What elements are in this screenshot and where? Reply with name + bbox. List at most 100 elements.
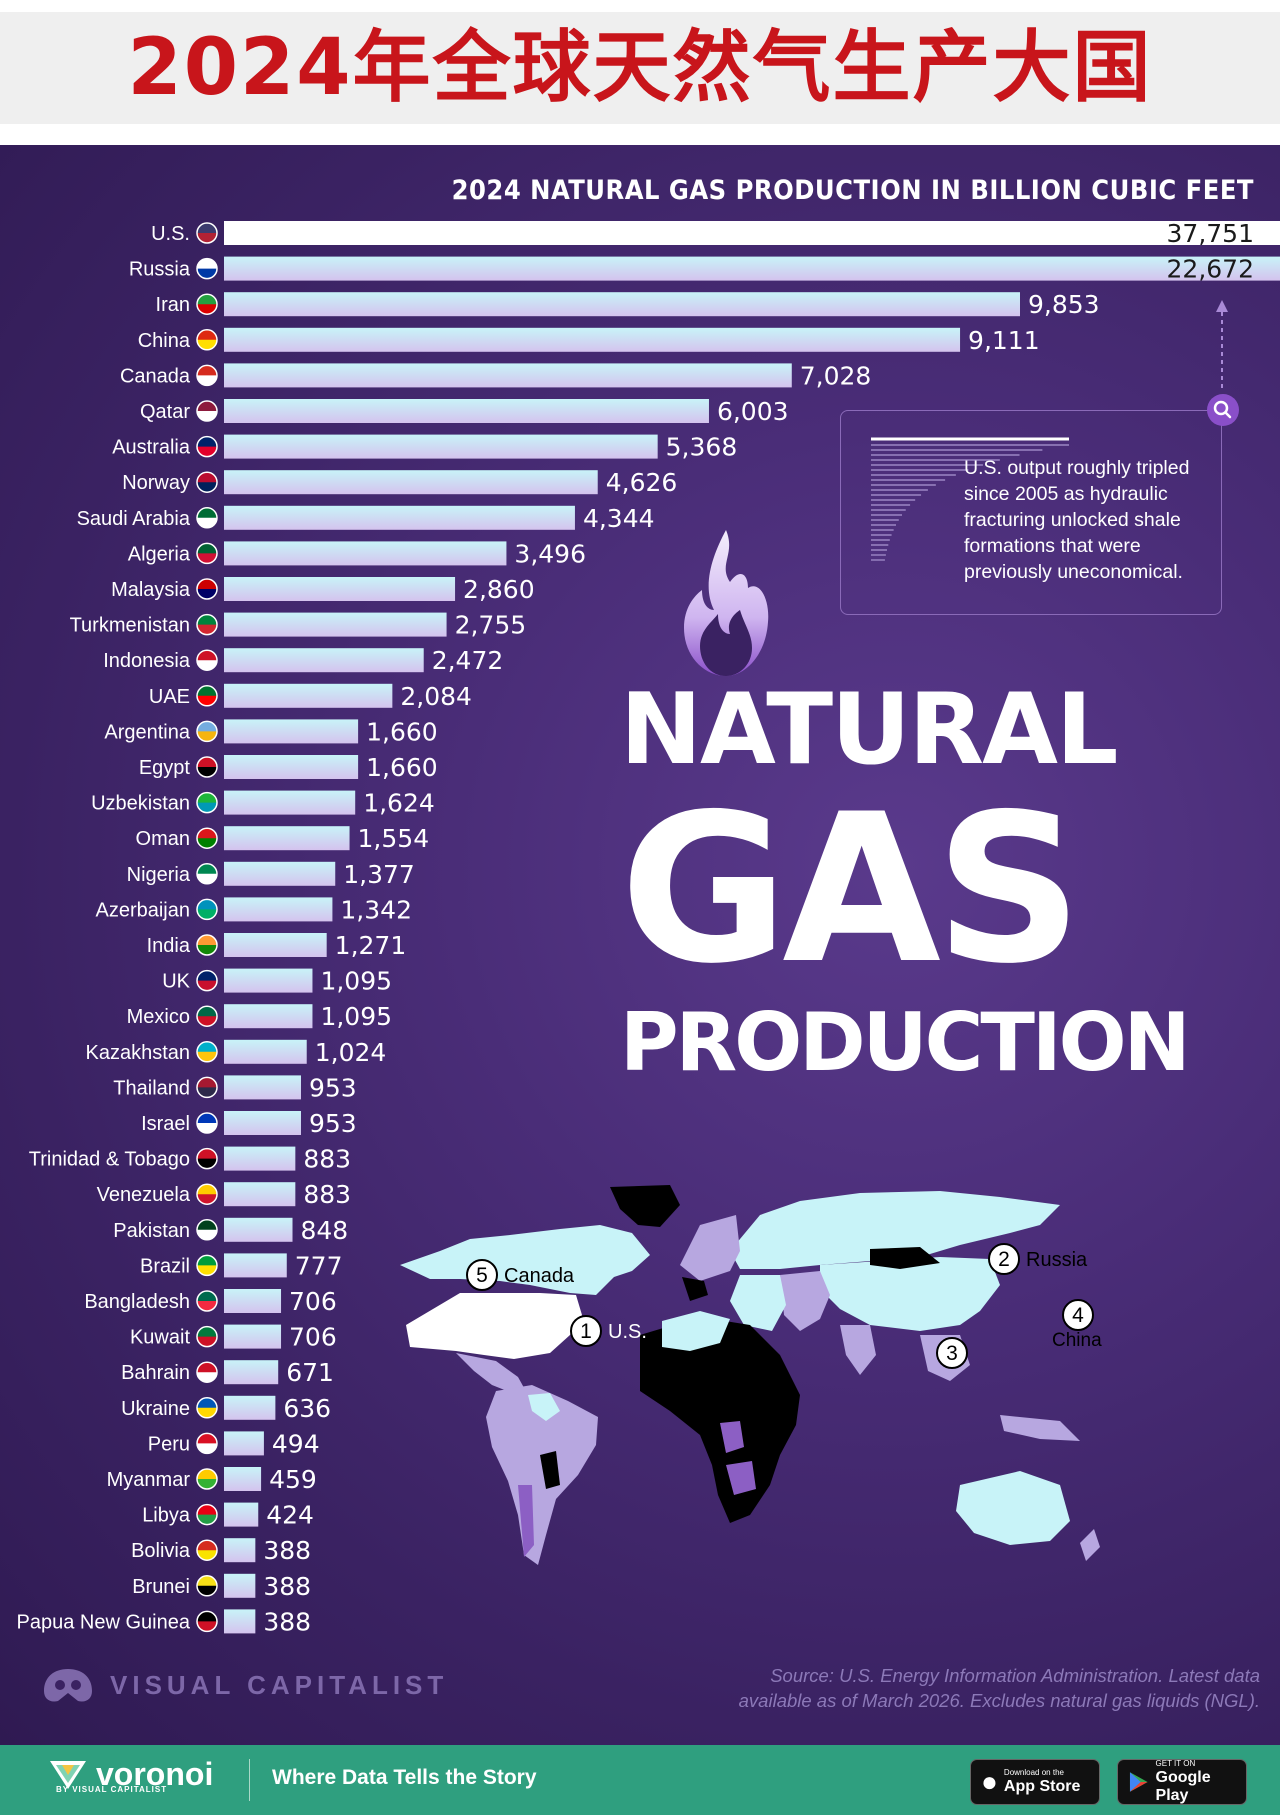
category-label: Peru: [148, 1433, 190, 1455]
voronoi-icon: [50, 1761, 86, 1789]
magnifier-icon[interactable]: [1203, 390, 1243, 430]
annotation-arrow: [1216, 300, 1228, 390]
visual-capitalist-logo[interactable]: VISUAL CAPITALIST: [40, 1665, 448, 1705]
category-label: Brazil: [140, 1255, 190, 1277]
value-label: 22,672: [1167, 255, 1254, 284]
poster-title: NATURAL GAS PRODUCTION: [620, 675, 1191, 1091]
map-rank-labels: 5 Canada 1 U.S. 2 Russia 3 4 China: [466, 1243, 1102, 1369]
flag-icon-algeria: [196, 542, 218, 565]
flag-icon-kazakhstan: [196, 1041, 218, 1063]
bar-turkmenistan: [224, 612, 447, 637]
category-label: China: [138, 330, 191, 352]
flag-icon-qatar: [196, 400, 218, 422]
bar-myanmar: [224, 1467, 262, 1491]
category-label: Iran: [156, 294, 190, 316]
category-label: UK: [162, 971, 190, 993]
bar-bahrain: [224, 1360, 279, 1385]
flag-icon-india: [196, 934, 218, 956]
category-label: Ukraine: [121, 1398, 190, 1420]
bar-azerbaijan: [224, 897, 333, 922]
flag-icon-bolivia: [196, 1539, 218, 1561]
flag-icon-turkmenistan: [196, 613, 218, 636]
flag-icon-brazil: [196, 1254, 218, 1277]
value-label: 953: [309, 1109, 357, 1138]
category-label: Myanmar: [107, 1469, 191, 1491]
value-label: 459: [269, 1465, 317, 1494]
value-label: 1,624: [363, 789, 435, 818]
flag-icon-papua-new-guinea: [196, 1610, 218, 1633]
app-store-small-label: Download on the: [1003, 1768, 1064, 1777]
app-store-button[interactable]: ● Download on the App Store: [970, 1759, 1100, 1805]
value-label: 1,024: [315, 1038, 387, 1067]
value-label: 37,751: [1167, 219, 1254, 248]
category-label: Bolivia: [131, 1540, 191, 1562]
google-play-icon: [1129, 1772, 1148, 1792]
category-label: Kuwait: [130, 1327, 190, 1349]
category-label: Turkmenistan: [70, 615, 190, 637]
visual-capitalist-icon: [44, 1669, 92, 1702]
category-label: Australia: [112, 437, 191, 459]
flag-icon-uae: [196, 685, 218, 707]
value-label: 388: [263, 1607, 311, 1636]
flag-icon-uzbekistan: [196, 791, 218, 814]
category-label: Libya: [142, 1505, 191, 1527]
category-label: UAE: [149, 686, 190, 708]
flag-icon-brunei: [196, 1575, 218, 1597]
flag-icon-peru: [196, 1432, 218, 1455]
category-label: Nigeria: [127, 864, 191, 886]
value-label: 2,472: [432, 646, 504, 675]
bar-kazakhstan: [224, 1039, 307, 1064]
world-map: 5 Canada 1 U.S. 2 Russia 3 4 China: [400, 1185, 1102, 1565]
bar-russia: [224, 256, 1280, 281]
category-label: Norway: [122, 472, 190, 494]
bar-libya: [224, 1502, 259, 1527]
visual-capitalist-wordmark: VISUAL CAPITALIST: [110, 1669, 449, 1700]
value-label: 706: [289, 1323, 337, 1352]
footer-bar: voronoi BY VISUAL CAPITALIST Where Data …: [0, 1745, 1280, 1815]
bar-mexico: [224, 1004, 313, 1029]
value-label: 671: [286, 1358, 334, 1387]
value-label: 1,095: [320, 967, 392, 996]
category-label: U.S.: [151, 223, 190, 245]
category-label: Egypt: [139, 757, 191, 779]
poster-title-line2: GAS: [620, 771, 1083, 1009]
bar-egypt: [224, 755, 359, 779]
category-label: Qatar: [140, 401, 190, 423]
bar-china: [224, 327, 961, 352]
value-label: 1,377: [343, 860, 415, 889]
value-label: 3,496: [514, 539, 586, 568]
bar-venezuela: [224, 1182, 296, 1207]
flag-icon-libya: [196, 1503, 218, 1526]
app-store-label: App Store: [1003, 1778, 1081, 1795]
category-label: India: [147, 935, 191, 957]
category-label: Uzbekistan: [91, 793, 190, 815]
value-label: 777: [295, 1251, 343, 1280]
map-rank-1-number: 1: [580, 1320, 592, 1343]
bar-ukraine: [224, 1395, 276, 1420]
bar-chart: U.S. 37,751 Russia 22,672 Iran 9,853 China 9,11…: [17, 219, 1280, 1636]
category-label: Israel: [141, 1113, 190, 1135]
google-play-button[interactable]: GET IT ON Google Play: [1117, 1759, 1247, 1805]
value-label: 883: [303, 1180, 351, 1209]
value-label: 4,626: [606, 468, 678, 497]
map-rank-2-number: 2: [998, 1248, 1010, 1271]
bar-qatar: [224, 399, 709, 423]
voronoi-logo[interactable]: voronoi: [48, 1757, 213, 1791]
category-label: Pakistan: [113, 1220, 190, 1242]
value-label: 1,342: [340, 895, 412, 924]
value-label: 706: [289, 1287, 337, 1316]
flame-icon: [684, 530, 769, 676]
value-label: 5,368: [666, 433, 738, 462]
map-oceania: [956, 1415, 1100, 1561]
value-label: 2,755: [455, 611, 527, 640]
bar-u-s-: [224, 221, 1280, 245]
flag-icon-australia: [196, 435, 218, 458]
category-label: Bangladesh: [84, 1291, 190, 1313]
bar-brunei: [224, 1573, 256, 1598]
map-rank-1-label: U.S.: [608, 1321, 647, 1343]
map-rank-4-label: China: [1052, 1330, 1102, 1351]
value-label: 883: [303, 1145, 351, 1174]
value-label: 953: [309, 1073, 357, 1102]
flag-icon-egypt: [196, 756, 218, 778]
category-label: Brunei: [132, 1576, 190, 1598]
